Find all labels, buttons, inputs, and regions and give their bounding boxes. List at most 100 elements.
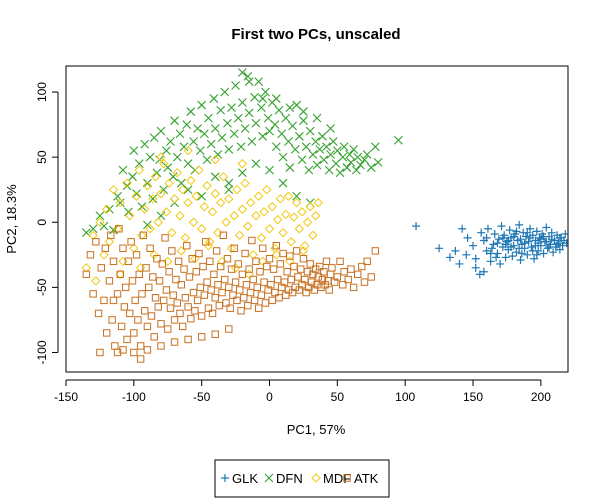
data-point	[523, 228, 532, 237]
data-point	[216, 105, 226, 115]
data-point	[281, 113, 291, 123]
data-point	[154, 303, 162, 311]
data-point	[539, 249, 548, 258]
data-point	[130, 329, 138, 337]
data-point	[185, 273, 194, 281]
data-point	[111, 342, 119, 350]
data-point	[251, 159, 261, 169]
data-point	[191, 191, 201, 201]
data-point	[310, 211, 321, 221]
legend-marker	[343, 474, 351, 482]
data-point	[286, 252, 294, 260]
data-point	[315, 144, 325, 154]
data-point	[262, 184, 272, 195]
data-point	[156, 152, 166, 162]
data-point	[105, 204, 114, 214]
data-point	[283, 191, 294, 201]
data-point	[202, 238, 210, 246]
data-point	[307, 278, 316, 286]
data-point	[149, 273, 157, 281]
data-point	[100, 296, 108, 305]
data-point	[244, 108, 254, 118]
data-point	[370, 142, 380, 152]
data-point	[267, 281, 275, 289]
data-point	[451, 246, 460, 255]
x-tick-label: 200	[531, 390, 551, 404]
data-point	[137, 230, 147, 240]
data-point	[412, 222, 421, 231]
data-point	[113, 348, 122, 357]
data-point	[161, 207, 172, 217]
legend-item-dfn: DFN	[264, 471, 303, 486]
data-point	[224, 194, 234, 204]
data-point	[186, 107, 196, 116]
data-point	[240, 178, 250, 188]
y-axis: -100 -50 0 50 100	[35, 82, 59, 364]
data-point	[553, 240, 562, 249]
data-point	[217, 256, 227, 267]
data-point	[294, 224, 305, 234]
data-point	[254, 77, 264, 87]
data-point	[143, 220, 152, 230]
data-point	[299, 116, 308, 126]
x-tick-label: -150	[54, 390, 78, 404]
data-point	[311, 265, 320, 273]
data-point	[203, 278, 211, 286]
data-point	[104, 237, 115, 247]
data-point	[318, 131, 327, 141]
data-point	[193, 124, 202, 133]
data-point	[245, 198, 256, 208]
y-tick-label: -50	[35, 278, 49, 296]
data-point	[213, 227, 223, 238]
data-point	[520, 239, 529, 248]
data-point	[164, 325, 172, 333]
data-point	[261, 87, 270, 97]
data-point	[170, 338, 179, 346]
data-point	[294, 131, 304, 141]
data-point	[210, 172, 220, 182]
data-point	[445, 253, 454, 262]
data-point	[214, 281, 222, 289]
data-point	[182, 120, 192, 129]
data-point	[515, 244, 524, 253]
data-point	[308, 150, 318, 159]
data-point	[159, 185, 169, 195]
data-point	[244, 269, 254, 280]
data-point	[516, 235, 525, 244]
data-point	[225, 325, 233, 333]
data-point	[272, 241, 280, 250]
data-point	[240, 124, 250, 133]
data-point	[124, 207, 133, 217]
data-point	[507, 242, 516, 251]
data-point	[238, 270, 247, 279]
data-point	[475, 270, 484, 279]
data-point	[143, 322, 152, 331]
data-point	[248, 236, 256, 245]
data-point	[164, 178, 174, 188]
data-point	[316, 262, 324, 271]
data-point	[494, 235, 503, 244]
data-point	[360, 155, 369, 165]
data-point	[161, 234, 169, 242]
data-point	[493, 249, 502, 258]
data-point	[259, 207, 269, 217]
legend-marker	[221, 474, 229, 482]
legend-label: ATK	[354, 471, 379, 486]
data-point	[142, 181, 153, 191]
data-point	[242, 281, 251, 289]
data-point	[521, 232, 530, 241]
data-point	[252, 257, 260, 266]
data-point	[158, 260, 167, 268]
data-point	[542, 237, 551, 246]
data-point	[183, 198, 193, 208]
data-point	[197, 333, 206, 341]
data-point	[244, 301, 252, 310]
data-point	[157, 320, 165, 328]
data-point	[137, 202, 147, 212]
data-point	[463, 233, 472, 242]
data-point	[179, 142, 189, 152]
data-point	[351, 165, 361, 175]
data-point	[139, 231, 148, 239]
data-point	[208, 309, 217, 318]
data-point	[195, 249, 203, 258]
